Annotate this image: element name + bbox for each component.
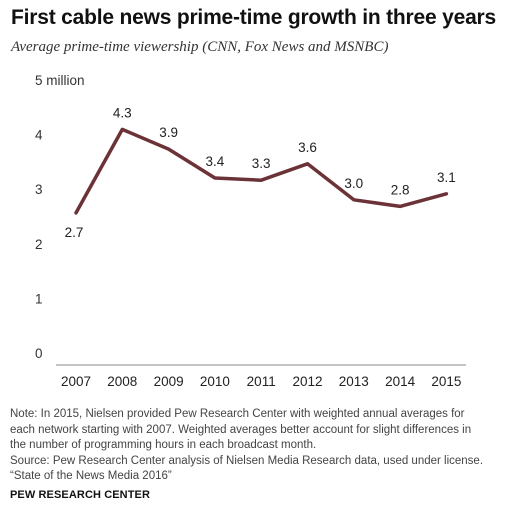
x-tick-label: 2007	[61, 374, 91, 389]
data-label: 3.9	[159, 125, 178, 140]
data-label: 3.0	[344, 176, 363, 191]
y-tick-label: 5 million	[35, 73, 85, 88]
data-label: 4.3	[113, 105, 132, 120]
x-tick-label: 2012	[292, 374, 322, 389]
x-tick-label: 2009	[154, 374, 184, 389]
data-labels: 2.7 4.3 3.9 3.4 3.3 3.6 3.0 2.8 3.1	[65, 105, 456, 240]
y-tick-label: 2	[35, 237, 43, 252]
x-tick-label: 2011	[247, 374, 276, 389]
x-tick-label: 2014	[385, 374, 416, 389]
note-line: the number of programming hours in each …	[10, 439, 317, 451]
data-label: 3.3	[252, 156, 271, 171]
y-tick-label: 0	[35, 346, 43, 361]
chart-subtitle: Average prime-time viewership (CNN, Fox …	[11, 39, 389, 55]
data-label: 3.1	[437, 170, 456, 185]
footer-brand: PEW RESEARCH CENTER	[10, 489, 151, 501]
x-tick-label: 2013	[339, 374, 369, 389]
y-axis: 0 1 2 3 4 5 million	[35, 73, 85, 361]
data-label: 2.7	[65, 225, 84, 240]
x-tick-label: 2015	[431, 374, 461, 389]
x-axis: 2007 2008 2009 2010 2011 2012 2013 2014 2015	[61, 374, 461, 389]
source-line: Source: Pew Research Center analysis of …	[10, 454, 484, 467]
data-label: 3.4	[206, 154, 225, 169]
note-line: Note: In 2015, Nielsen provided Pew Rese…	[10, 408, 465, 420]
chart-notes: Note: In 2015, Nielsen provided Pew Rese…	[10, 407, 510, 485]
y-tick-label: 1	[35, 291, 43, 306]
x-tick-label: 2010	[200, 374, 230, 389]
source-line: “State of the News Media 2016”	[10, 470, 172, 482]
data-label: 2.8	[391, 182, 410, 197]
series-line-viewership	[74, 127, 449, 215]
y-tick-label: 4	[35, 128, 43, 143]
chart-title: First cable news prime-time growth in th…	[11, 6, 497, 29]
y-tick-label: 3	[35, 182, 43, 197]
note-line: each network starting with 2007. Weighte…	[10, 423, 472, 436]
data-label: 3.6	[298, 140, 317, 155]
x-tick-label: 2008	[107, 374, 137, 389]
